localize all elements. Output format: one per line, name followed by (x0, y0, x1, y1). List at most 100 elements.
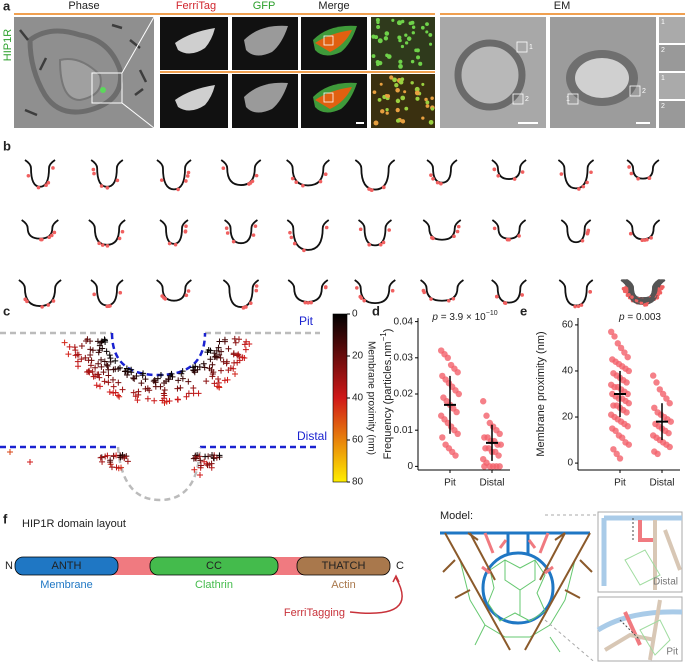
ferritag-cross (119, 386, 126, 393)
dot (415, 96, 420, 101)
ferritag-cross (189, 364, 196, 371)
ferritag-cross (78, 343, 85, 350)
y-tick-label: 0.04 (394, 316, 414, 327)
ferritag-cross (209, 373, 216, 380)
data-point (625, 367, 632, 375)
panel-c-plot (0, 313, 348, 502)
ferritag-cross (93, 382, 100, 389)
ferritag-cross (231, 359, 238, 366)
ferritag-cross (130, 389, 137, 396)
ferritag-cross (232, 371, 239, 378)
pit-profile (24, 159, 56, 188)
ferritag-cross (174, 396, 181, 403)
data-point (624, 390, 631, 398)
ferritag-point (39, 237, 43, 242)
ferritag-cross (110, 383, 117, 390)
ferritag-cross (230, 365, 237, 372)
ferritag-point (640, 238, 645, 243)
ferritag-point (176, 187, 180, 192)
ferritag-point (649, 236, 653, 240)
ferritag-cross (216, 452, 223, 459)
ferritag-cross (209, 452, 216, 459)
ferritag-point (502, 301, 507, 305)
ferritag-point (159, 178, 164, 182)
dot (428, 32, 433, 37)
data-point (625, 441, 632, 448)
data-point (453, 408, 460, 416)
y-axis-label-sup: −1 (379, 332, 388, 342)
ferritag-cross (190, 390, 197, 397)
data-point (481, 463, 488, 470)
ferritag-point (627, 292, 631, 297)
pit-profile (354, 279, 396, 305)
ferritag-cross (207, 356, 214, 363)
ferritag-point (494, 294, 499, 299)
dot (425, 30, 429, 34)
ferritag-cross (85, 368, 92, 375)
ferritag-cross (204, 462, 211, 469)
ferritag-cross (110, 376, 117, 383)
ferritag-cross (74, 351, 81, 358)
ferritag-cross (86, 367, 93, 374)
ferritag-cross (75, 363, 82, 370)
ferritag-cross (163, 378, 170, 385)
ferritag-point (50, 233, 54, 238)
ferritag-point (387, 228, 391, 232)
ferritag-point (173, 242, 178, 247)
ferritag-point (636, 176, 640, 181)
em-box-label: 2 (642, 88, 646, 95)
ferritag-point (624, 289, 629, 294)
ferritag-cross (217, 354, 224, 361)
ferritag-cross (124, 458, 131, 465)
ferritag-cross (215, 344, 222, 351)
ferritag-cross (194, 366, 201, 373)
ferritag-cross (177, 384, 184, 391)
data-point (623, 379, 630, 386)
ferritag-cross (203, 378, 210, 385)
dot (372, 90, 377, 95)
dot (398, 59, 403, 64)
ferritag-cross (104, 362, 111, 369)
ferritag-point (639, 300, 644, 305)
ferritag-cross (185, 378, 192, 385)
ferritag-cross (82, 354, 89, 361)
dot (411, 25, 416, 29)
ferritag-cross (215, 379, 222, 386)
ferritag-cross (90, 373, 97, 380)
ferritag-cross (105, 372, 112, 379)
ferritag-point (586, 230, 590, 234)
ferritag-point (306, 301, 310, 305)
dot (376, 20, 380, 25)
ferritag-point (254, 173, 259, 178)
pit-profile (88, 219, 126, 246)
dot (383, 36, 389, 41)
dot (379, 82, 383, 86)
ferritag-cross (61, 339, 68, 346)
ferritag-point (378, 242, 383, 247)
dot (385, 53, 389, 58)
ferritag-point (294, 180, 299, 185)
ferritag-cross (232, 339, 239, 346)
ferritag-point (580, 239, 585, 243)
zoom-dots (371, 17, 435, 126)
data-point (614, 340, 621, 347)
pit-profile (224, 219, 258, 245)
x-tick-label: Pit (444, 478, 456, 489)
ferritag-point (105, 185, 110, 190)
dot (385, 107, 389, 112)
ferritag-cross (103, 348, 110, 355)
ferritag-cross (134, 397, 141, 404)
ferritag-cross (100, 369, 107, 376)
dot (404, 106, 409, 111)
ferritag-cross (105, 379, 112, 386)
ferritag-point (105, 304, 109, 309)
dot (425, 22, 429, 27)
dot (424, 97, 428, 102)
domain-function: Clathrin (195, 579, 233, 591)
dot (377, 38, 383, 44)
inset-label: Pit (666, 647, 678, 658)
ferritag-point (431, 176, 435, 181)
ferritag-cross (201, 458, 208, 465)
ferritag-cross (209, 361, 216, 368)
dot (414, 48, 418, 53)
